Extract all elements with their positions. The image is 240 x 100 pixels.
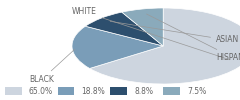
Text: ASIAN: ASIAN bbox=[110, 21, 239, 44]
Text: WHITE: WHITE bbox=[72, 8, 230, 60]
Text: 65.0%: 65.0% bbox=[29, 87, 53, 96]
Wedge shape bbox=[90, 8, 240, 84]
Text: 18.8%: 18.8% bbox=[82, 87, 105, 96]
FancyBboxPatch shape bbox=[110, 87, 127, 95]
Text: 7.5%: 7.5% bbox=[187, 87, 206, 96]
Wedge shape bbox=[85, 12, 163, 46]
FancyBboxPatch shape bbox=[58, 87, 74, 95]
Text: 8.8%: 8.8% bbox=[134, 87, 153, 96]
Wedge shape bbox=[122, 8, 163, 46]
FancyBboxPatch shape bbox=[5, 87, 22, 95]
Wedge shape bbox=[72, 26, 163, 68]
Text: HISPANIC: HISPANIC bbox=[147, 14, 240, 62]
Text: BLACK: BLACK bbox=[29, 49, 75, 84]
FancyBboxPatch shape bbox=[163, 87, 180, 95]
